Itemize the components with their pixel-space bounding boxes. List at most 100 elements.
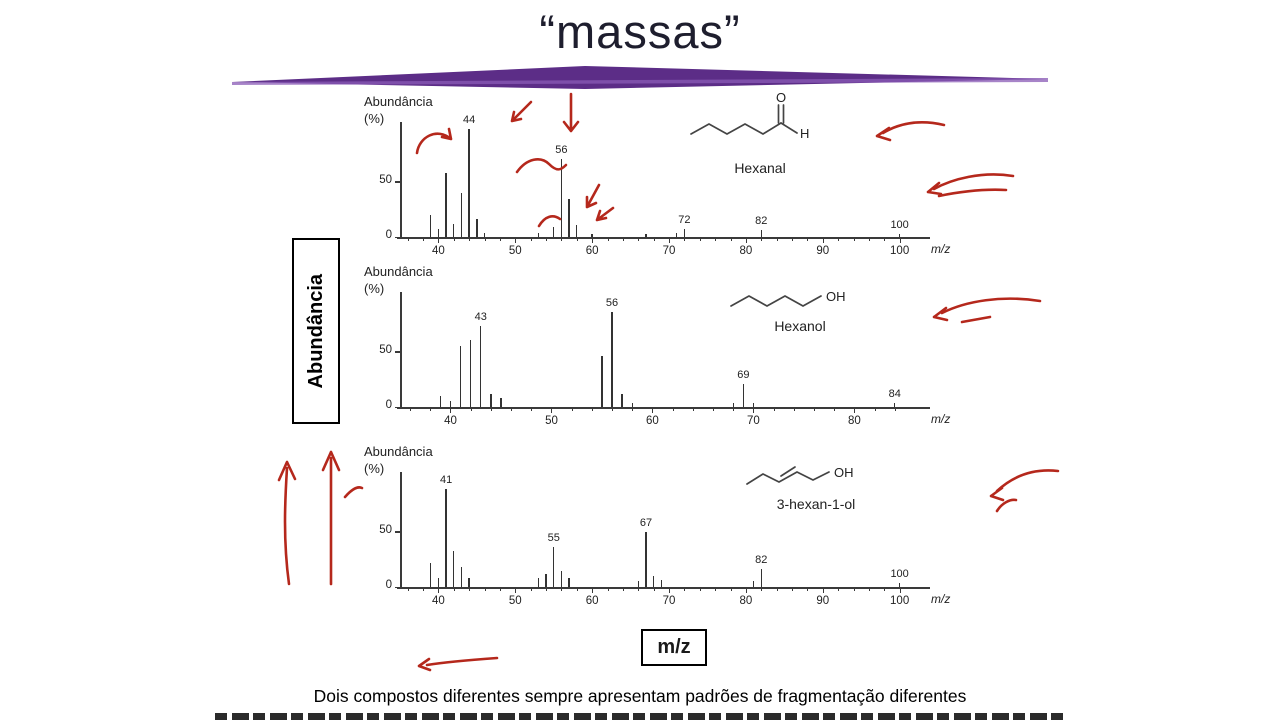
panel-ylabel-line1: Abundância [364,94,433,109]
spectrum-peak [631,402,633,407]
peak-label: 56 [555,144,568,157]
x-minor-tick [576,237,578,241]
spectrum-peak [490,393,492,407]
x-minor-tick [653,587,655,591]
y-tick [395,406,400,408]
x-tick-label: 40 [432,595,445,607]
panel-ylabel-line2: (%) [364,460,385,476]
y-axis-line [400,122,402,238]
x-minor-tick [838,237,840,241]
x-major-tick [822,587,824,593]
spectrum-peak [545,573,547,587]
spectrum-panel-hexanol: Abundância (%) 0 50 40 50 60 70 80 43 56 69 84 m/z … [358,258,958,436]
panel-ylabel-line1: Abundância [364,444,433,459]
x-tick-label: 80 [848,415,861,427]
x-minor-tick [469,237,471,241]
spectrum-peak [898,582,901,587]
x-minor-tick [430,407,432,411]
y-axis-box: Abundância [292,238,340,424]
spectrum-peak [568,578,570,587]
red-annotation-arrow-right-3 [989,469,1060,513]
x-minor-tick [423,587,425,591]
x-minor-tick [793,407,795,411]
y-tick [395,586,400,588]
x-minor-tick [807,237,809,241]
panel-ylabel: Abundância (%) [364,444,433,478]
spectrum-peak [483,232,486,237]
molecule-hexenol: OH 3-hexan-1-ol [740,450,892,512]
y-tick [395,181,400,183]
spectrum-peak [430,214,432,237]
x-major-tick [652,407,654,413]
spectrum-peak [611,311,613,407]
x-minor-tick [874,407,876,411]
spectrum-peak [732,402,734,407]
y-axis-line [400,292,402,408]
x-minor-tick [838,587,840,591]
x-tick-label: 60 [585,245,599,257]
x-minor-tick [807,587,809,591]
x-minor-tick [868,587,870,591]
x-axis-line [397,237,930,239]
y-tick-label: 50 [379,343,392,356]
red-annotation-up-arrow-1 [277,460,297,586]
molecule-hexanal: O H Hexanal [680,92,840,176]
spectrum-peak [621,393,623,407]
slide-caption: Dois compostos diferentes sempre apresen… [313,686,967,706]
x-axis-box-label: m/z [657,636,691,658]
x-tick-label: 50 [545,415,558,427]
spectrum-peak [437,229,440,237]
x-tick-label: 80 [739,595,753,607]
peak-label: 100 [890,218,909,231]
x-minor-tick [884,587,886,591]
x-tick-label: 40 [444,415,457,427]
x-minor-tick [868,237,870,241]
x-minor-tick [894,407,896,411]
spectrum-peak [742,383,745,407]
x-minor-tick [531,407,533,411]
peak-label: 41 [439,474,453,487]
x-minor-tick [638,237,640,241]
peak-label: 55 [547,532,560,545]
x-minor-tick [761,237,763,241]
spectrum-peak [460,567,463,587]
spectrum-peak [439,395,442,407]
spectrum-peak [752,581,755,587]
spectrum-peak [645,233,647,237]
spectrum-peak [449,401,452,407]
x-minor-tick [853,587,855,591]
x-tick-label: 70 [747,415,760,427]
x-tick-label: 40 [432,245,445,257]
atom-label-OH: OH [826,289,846,304]
x-minor-tick [499,237,501,241]
x-tick-label: 80 [739,245,753,257]
x-tick-label: 60 [585,595,599,607]
x-minor-tick [612,407,614,411]
slide-title: “massas” [539,5,741,58]
y-tick [395,531,400,533]
spectrum-peak [676,232,678,237]
spectrum-plot: 0 50 40 50 60 70 80 90 100 44 56 72 82 100 m/z [379,114,950,257]
molecule-structure-hexenol-icon: OH [746,465,854,485]
panel-ylabel-line2: (%) [364,280,385,296]
spectrum-peak [752,402,755,407]
x-minor-tick [653,237,655,241]
spectrum-peak [683,229,686,237]
spectrum-peak [469,340,472,407]
x-minor-tick [730,237,732,241]
x-tick-label: 100 [890,595,910,607]
y-axis-line [400,472,402,588]
x-major-tick [745,587,747,593]
spectrum-peak [576,224,578,237]
molecule-structure-hexanol-icon: OH [730,289,846,307]
x-minor-tick [453,237,455,241]
divider-shape [232,66,1048,89]
spectrum-peak [560,571,563,587]
x-minor-tick [530,237,532,241]
x-axis-unit-label: m/z [931,412,951,426]
spectrum-peak [445,172,447,237]
x-minor-tick [530,587,532,591]
panel-ylabel: Abundância (%) [364,264,433,298]
x-minor-tick [511,407,513,411]
